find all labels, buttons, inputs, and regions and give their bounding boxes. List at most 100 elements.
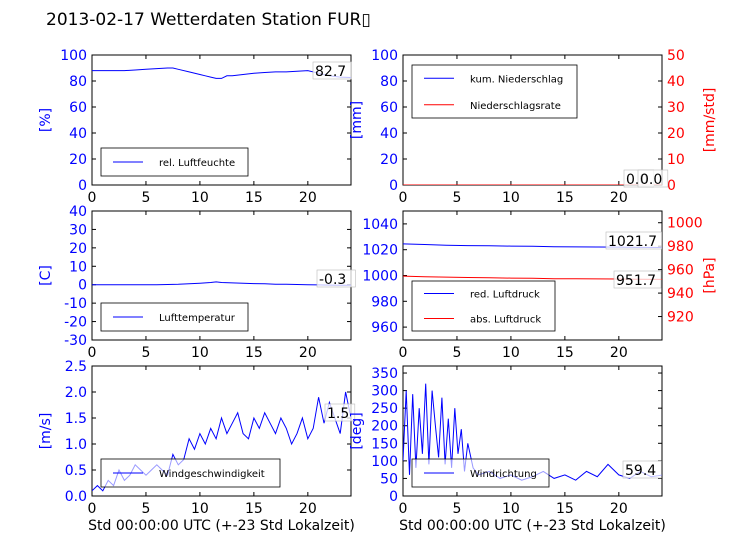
x-tick-label: 20 xyxy=(610,345,628,361)
y-axis-right-label: [mm/std] xyxy=(702,88,718,153)
y-tick-label: 100 xyxy=(60,48,87,64)
y-tick-label: 0 xyxy=(78,278,87,294)
x-tick-label: 0 xyxy=(399,345,408,361)
x-axis-label: Std 00:00:00 UTC (+-23 Std Lokalzeit) xyxy=(88,518,355,534)
x-tick-label: 0 xyxy=(399,501,408,517)
last-value-box xyxy=(316,269,356,288)
x-tick-label: 0 xyxy=(88,501,97,517)
y-tick-label: 30 xyxy=(69,222,87,238)
y-tick-right-label: 940 xyxy=(667,286,694,302)
y-tick-right-label: 980 xyxy=(667,239,694,255)
y-tick-right-label: 30 xyxy=(667,100,685,116)
x-tick-label: 5 xyxy=(141,501,150,517)
last-value-box xyxy=(605,231,662,250)
x-tick-label: 15 xyxy=(556,501,574,517)
y-tick-label: 1.5 xyxy=(65,411,87,427)
legend-entry-label: Windrichtung xyxy=(470,469,537,480)
y-axis-label: [deg] xyxy=(349,412,365,449)
y-tick-label: 250 xyxy=(371,401,398,417)
x-tick-label: 5 xyxy=(452,345,461,361)
legend-entry-label: abs. Luftdruck xyxy=(470,315,541,326)
humidity-panel: 0 5 10 15 20 0 20 40 60 80 100 [%] rel. Luftfeuchte 8… xyxy=(38,48,352,206)
legend-box xyxy=(411,280,556,332)
temperature-panel: 0 5 10 15 20 -30 -20 -10 0 10 20 30 40 [C] Lufttempera… xyxy=(38,204,356,361)
last-value-label: 951.7 xyxy=(616,273,656,289)
precipitation-panel: 0 5 10 15 20 0 20 40 60 80 100 0 10 20 30 40 50 [mm] [mm/s… xyxy=(349,48,718,206)
y-axis-label: [C] xyxy=(38,265,54,286)
x-tick-label: 10 xyxy=(191,190,209,206)
x-tick-label: 0 xyxy=(88,190,97,206)
y-tick-label: 1000 xyxy=(362,269,398,285)
y-tick-label: 100 xyxy=(371,454,398,470)
x-tick-label: 20 xyxy=(299,345,317,361)
pressure-panel: 0 5 10 15 20 960 980 1000 1020 1040 920 940 960 980 10… xyxy=(362,210,718,361)
y-tick-label: 2.5 xyxy=(65,359,87,375)
y-tick-label: 40 xyxy=(69,204,87,220)
last-value-label: -0.3 xyxy=(319,272,346,288)
last-value-box xyxy=(622,460,662,479)
y-tick-label: -20 xyxy=(64,315,87,331)
y-tick-label: 20 xyxy=(69,241,87,257)
legend-entry-label: Lufttemperatur xyxy=(159,313,236,324)
x-axis-label: Std 00:00:00 UTC (+-23 Std Lokalzeit) xyxy=(399,518,666,534)
x-tick-label: 20 xyxy=(610,501,628,517)
legend-entry-label: Niederschlagsrate xyxy=(470,101,561,112)
y-tick-right-label: 960 xyxy=(667,263,694,279)
last-value-label: 59.4 xyxy=(625,463,656,479)
y-tick-label: 100 xyxy=(371,48,398,64)
y-tick-label: 60 xyxy=(69,100,87,116)
x-tick-label: 15 xyxy=(245,190,263,206)
x-tick-label: 20 xyxy=(299,501,317,517)
y-tick-label: 150 xyxy=(371,436,398,452)
y-tick-label: 10 xyxy=(69,259,87,275)
last-value-label: 82.7 xyxy=(315,64,346,80)
series-line-temperature-0 xyxy=(92,281,351,286)
x-tick-label: 15 xyxy=(245,501,263,517)
y-tick-label: 80 xyxy=(380,74,398,90)
x-tick-label: 5 xyxy=(141,345,150,361)
y-tick-label: 350 xyxy=(371,366,398,382)
x-tick-label: 10 xyxy=(502,190,520,206)
x-tick-label: 0 xyxy=(399,190,408,206)
x-tick-label: 5 xyxy=(452,190,461,206)
last-value-label: 1021.7 xyxy=(608,234,657,250)
y-tick-label: 80 xyxy=(69,74,87,90)
last-value-box xyxy=(613,270,662,289)
last-value-label: 1.5 xyxy=(327,406,349,422)
y-tick-label: 0.5 xyxy=(65,463,87,479)
y-tick-right-label: 0 xyxy=(667,178,676,194)
y-axis-label: [%] xyxy=(38,108,54,132)
x-tick-label: 10 xyxy=(191,501,209,517)
y-axis-right-label: [hPa] xyxy=(702,257,718,293)
y-axis-label: [mm] xyxy=(349,101,365,139)
y-tick-label: 60 xyxy=(380,100,398,116)
y-tick-label: 1020 xyxy=(362,243,398,259)
series-line-wind-direction-0 xyxy=(403,383,662,481)
last-value-box xyxy=(324,403,356,422)
y-tick-label: 1040 xyxy=(362,217,398,233)
last-value-label: 0.0 xyxy=(640,172,662,188)
y-tick-label: 0 xyxy=(389,178,398,194)
x-tick-label: 0 xyxy=(88,345,97,361)
legend-entry-label: red. Luftdruck xyxy=(470,290,540,301)
y-axis-label: [m/s] xyxy=(38,413,54,450)
y-tick-label: -10 xyxy=(64,296,87,312)
y-tick-label: 960 xyxy=(371,320,398,336)
y-tick-label: 0 xyxy=(389,489,398,505)
y-tick-label: 200 xyxy=(371,419,398,435)
y-tick-label: 300 xyxy=(371,384,398,400)
legend-entry-label: kum. Niederschlag xyxy=(470,74,563,85)
y-tick-label: 40 xyxy=(69,126,87,142)
legend-entry-label: Windgeschwindigkeit xyxy=(159,469,265,480)
legend-entry-label: rel. Luftfeuchte xyxy=(159,158,235,169)
x-tick-label: 10 xyxy=(502,501,520,517)
y-tick-right-label: 920 xyxy=(667,310,694,326)
y-tick-label: 0 xyxy=(78,178,87,194)
y-tick-label: 40 xyxy=(380,126,398,142)
x-tick-label: 10 xyxy=(191,345,209,361)
y-tick-label: 20 xyxy=(380,152,398,168)
x-tick-label: 10 xyxy=(502,345,520,361)
y-tick-label: 980 xyxy=(371,294,398,310)
